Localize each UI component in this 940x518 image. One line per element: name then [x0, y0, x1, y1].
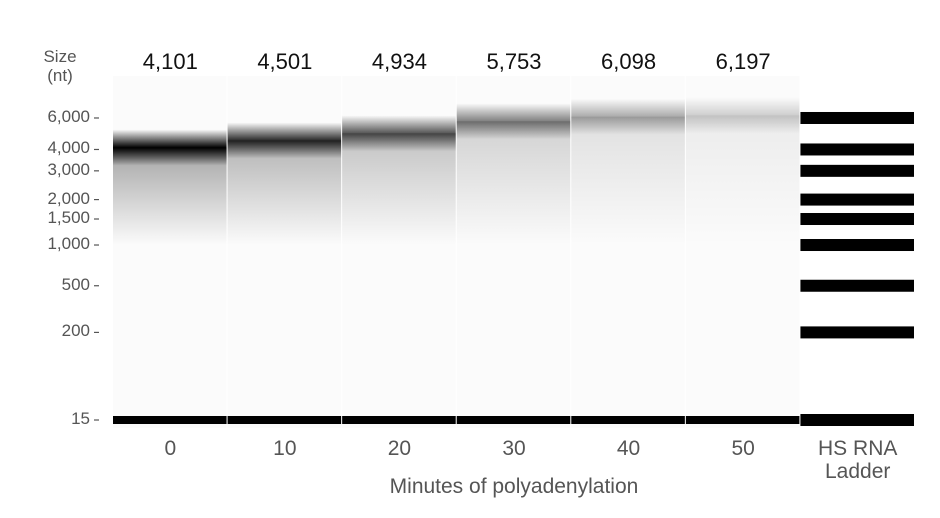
- y-tick-label: 200: [61, 321, 90, 341]
- smear: [342, 133, 456, 246]
- marker-band: [342, 416, 456, 425]
- x-tick-label: 40: [616, 437, 641, 460]
- ladder-band: [800, 213, 914, 226]
- ladder-band: [800, 164, 914, 177]
- ladder-band: [800, 193, 914, 206]
- ladder-band: [800, 414, 914, 427]
- x-tick-label: 0: [164, 437, 177, 460]
- x-tick-label: 10: [273, 437, 297, 460]
- band: [456, 103, 571, 140]
- peak-label: 6,098: [601, 49, 657, 74]
- y-tick-label: 3,000: [47, 159, 90, 179]
- ladder-band: [800, 326, 914, 339]
- y-tick-label: 15: [71, 409, 90, 428]
- marker-band: [227, 416, 342, 425]
- y-tick-label: 6,000: [47, 106, 90, 126]
- peak-label: 5,753: [486, 49, 542, 74]
- x-tick-label: 50: [731, 437, 755, 460]
- band: [571, 98, 685, 135]
- y-axis-title: Size (nt): [43, 47, 77, 85]
- x-tick-label: 20: [387, 437, 412, 460]
- band: [342, 115, 456, 152]
- smear: [456, 121, 571, 246]
- band: [685, 97, 800, 134]
- marker-band: [571, 416, 685, 425]
- peak-label: 6,197: [715, 49, 771, 74]
- ladder-band: [800, 279, 914, 292]
- smear: [571, 116, 685, 246]
- lane: [113, 76, 227, 428]
- x-axis-title: Minutes of polyadenylation: [389, 475, 639, 498]
- marker-band: [113, 416, 227, 425]
- peak-label: 4,501: [257, 49, 313, 74]
- y-tick-label: 2,000: [47, 188, 90, 208]
- ladder-band: [800, 111, 914, 124]
- peak-label: 4,934: [371, 49, 427, 74]
- y-tick-label: 500: [61, 274, 90, 294]
- band: [227, 122, 342, 159]
- ladder-band: [800, 239, 914, 252]
- x-tick-label: 30: [502, 437, 526, 460]
- band: [113, 129, 227, 166]
- y-tick-label: 1,500: [47, 208, 90, 227]
- marker-band: [456, 416, 571, 425]
- y-tick-label: 4,000: [47, 138, 90, 158]
- x-tick-label: HS RNA Ladder: [818, 437, 898, 484]
- marker-band: [685, 416, 800, 425]
- lane: [800, 76, 914, 428]
- peak-label: 4,101: [142, 49, 198, 74]
- y-tick-label: 1,000: [47, 234, 90, 253]
- ladder-band: [800, 143, 914, 156]
- smear: [685, 115, 800, 246]
